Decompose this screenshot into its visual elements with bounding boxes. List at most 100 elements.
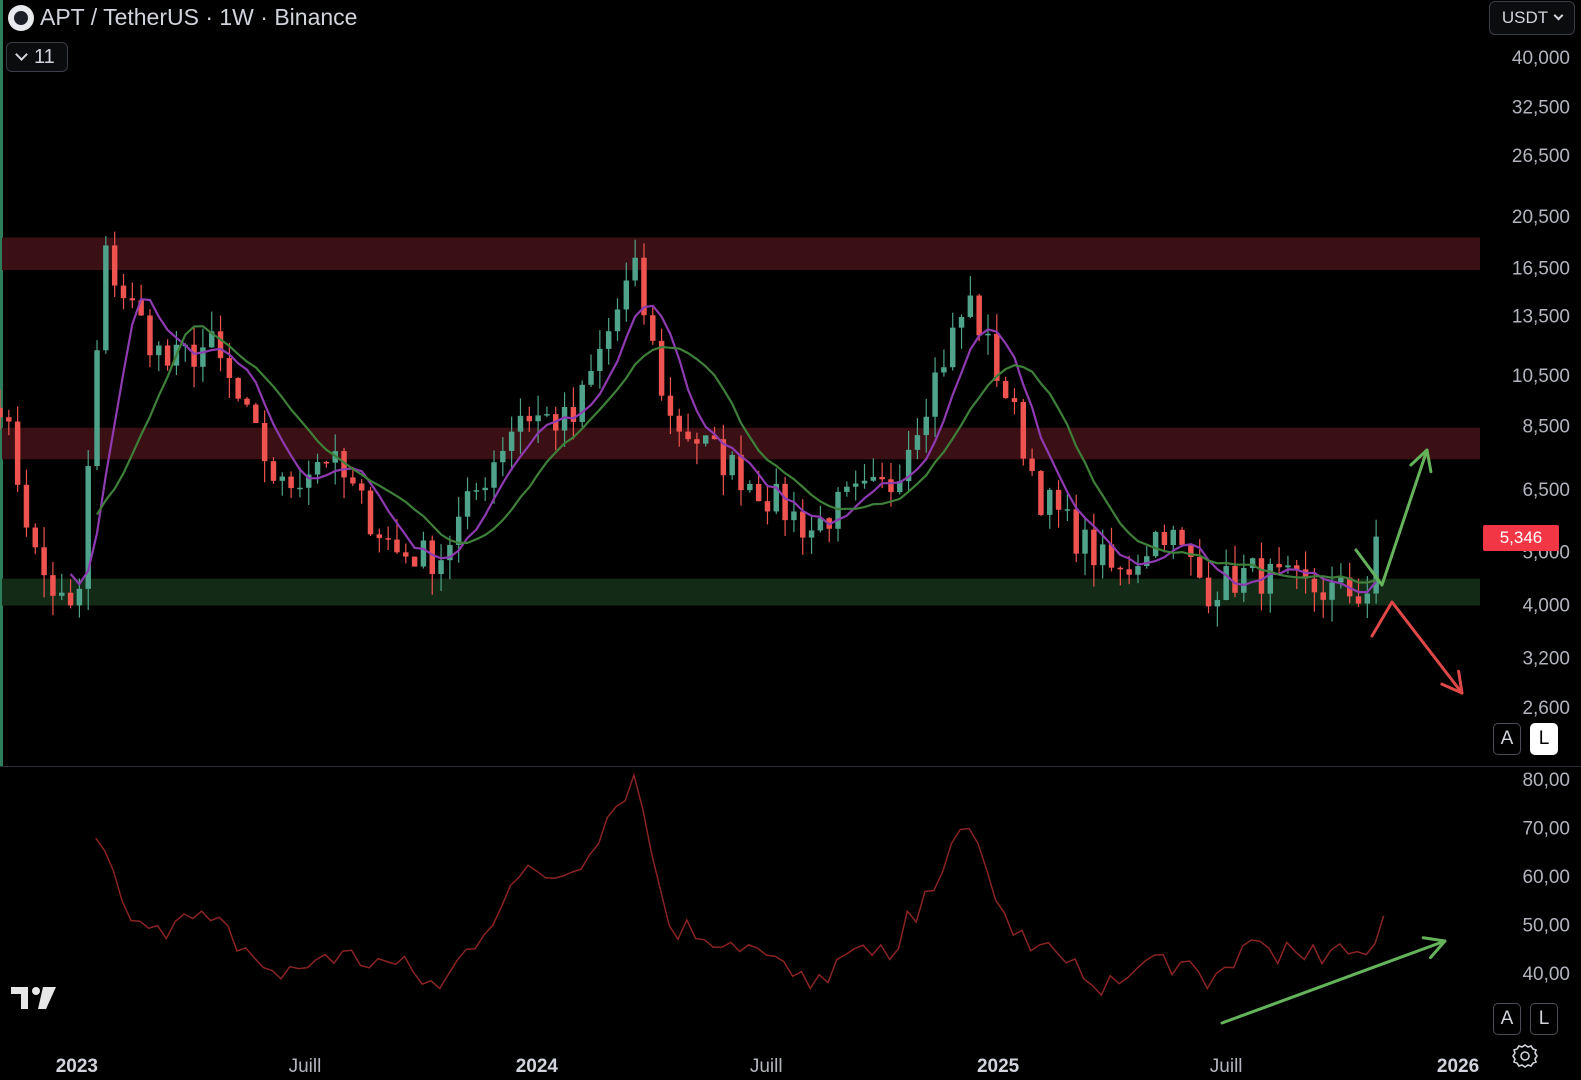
candle-body	[411, 556, 418, 567]
candle-body	[156, 345, 162, 356]
time-tick-label: 2023	[56, 1056, 98, 1077]
candle-body	[191, 344, 197, 367]
candle-body	[561, 407, 568, 431]
candle-body	[967, 295, 974, 317]
candle-body	[588, 371, 594, 385]
candle-body	[1152, 532, 1159, 557]
candle-body	[23, 484, 30, 528]
price-tick-label: 8,500	[1522, 416, 1570, 437]
candle-body	[429, 540, 435, 575]
candle-body	[261, 422, 268, 462]
drawings[interactable]	[1220, 448, 1464, 1025]
candle-body	[720, 439, 727, 476]
candle-body	[164, 345, 171, 366]
price-tick-label: 26,500	[1512, 146, 1570, 167]
indicator-axis[interactable]: 80,00 70,00 60,00 50,00 40,00	[1522, 770, 1570, 985]
indicator-auto-scale-button[interactable]: A	[1493, 1003, 1521, 1035]
candle-body	[1002, 380, 1009, 399]
candle-body	[694, 439, 700, 444]
price-axis[interactable]: 40,000 32,500 26,500 20,500 16,500 13,500 10,5…	[1512, 48, 1570, 719]
candle-body	[932, 372, 938, 417]
time-axis[interactable]: 2023 Juill 2024 Juill 2025 Juill 2026	[56, 1056, 1479, 1077]
candle-body	[1011, 398, 1018, 403]
candle-body	[500, 450, 506, 463]
candle-body	[773, 483, 780, 512]
log-scale-button[interactable]: L	[1530, 723, 1558, 755]
bearish-arrow-head	[1440, 669, 1464, 695]
time-tick-label: Juill	[289, 1056, 322, 1077]
chevron-down-icon	[15, 48, 28, 61]
candle-body	[367, 490, 374, 535]
candle-body	[570, 407, 577, 422]
symbol-title[interactable]: APT / TetherUS · 1W · Binance	[40, 4, 358, 30]
candle-body	[394, 539, 400, 553]
candle-body	[41, 547, 47, 576]
indicator-log-scale-button[interactable]: L	[1530, 1003, 1558, 1035]
candle-body	[508, 431, 515, 451]
bearish-arrow-line	[1370, 600, 1464, 695]
aptos-logo-icon	[8, 4, 34, 31]
candle-body	[138, 300, 144, 316]
candle-body	[1258, 558, 1265, 594]
candle-body	[420, 540, 427, 567]
zone-support	[2, 578, 1480, 606]
bullish-arrow-line	[1354, 448, 1429, 587]
auto-scale-button[interactable]: A	[1493, 723, 1521, 755]
candle-body	[1055, 489, 1062, 510]
candle-body	[844, 486, 850, 492]
candle-body	[985, 333, 991, 336]
price-tick-label: 10,500	[1512, 366, 1570, 387]
candle-body	[791, 511, 797, 521]
candle-body	[464, 491, 471, 517]
candle-body	[0, 407, 3, 418]
candle-body	[67, 592, 74, 606]
symbol-header[interactable]: APT / TetherUS · 1W · Binance	[8, 4, 357, 31]
candle-body	[1064, 509, 1071, 511]
candle-body	[949, 327, 956, 368]
candle-body	[658, 340, 665, 396]
last-price-tag: 5,346	[1483, 525, 1559, 551]
time-tick-label: 2025	[977, 1056, 1020, 1077]
price-tick-label: 40,000	[1512, 48, 1570, 69]
chevron-down-icon	[1553, 10, 1564, 21]
candle-body	[76, 588, 83, 606]
currency-selector[interactable]: USDT	[1489, 1, 1575, 35]
tradingview-logo-icon[interactable]	[10, 985, 60, 1011]
candle-body	[623, 280, 630, 310]
candle-body	[1276, 563, 1282, 568]
candle-body	[217, 331, 224, 359]
candle-body	[711, 435, 718, 440]
candle-body	[517, 415, 524, 432]
price-tick-label: 13,500	[1512, 306, 1570, 327]
price-tick-label: 32,500	[1512, 97, 1570, 118]
candle-body	[1108, 544, 1115, 568]
rsi-indicator	[95, 772, 1385, 997]
candle-body	[50, 575, 56, 596]
candle-body	[800, 511, 806, 538]
candle-body	[764, 501, 771, 512]
candle-body	[376, 534, 383, 539]
candle-body	[817, 518, 824, 531]
candle-body	[1170, 529, 1176, 546]
rsi-tick-label: 40,00	[1522, 964, 1570, 985]
gear-icon[interactable]	[1512, 1043, 1538, 1069]
candle-body	[1073, 509, 1079, 554]
candle-body	[403, 552, 409, 557]
candle-body	[1320, 592, 1326, 600]
candle-body	[905, 449, 912, 482]
candle-body	[676, 415, 682, 432]
candle-body	[579, 384, 585, 422]
candle-body	[1311, 578, 1318, 593]
indicators-toggle-button[interactable]: 11	[6, 42, 68, 72]
candle-body	[597, 348, 603, 372]
candle-body	[1223, 566, 1229, 601]
candle-body	[1099, 544, 1106, 566]
candle-body	[120, 285, 127, 299]
candle-body	[1029, 458, 1035, 472]
candle-body	[1082, 529, 1088, 554]
candle-body	[632, 257, 638, 281]
candle-body	[605, 331, 612, 349]
candle-body	[473, 490, 480, 492]
candle-body	[14, 421, 21, 485]
